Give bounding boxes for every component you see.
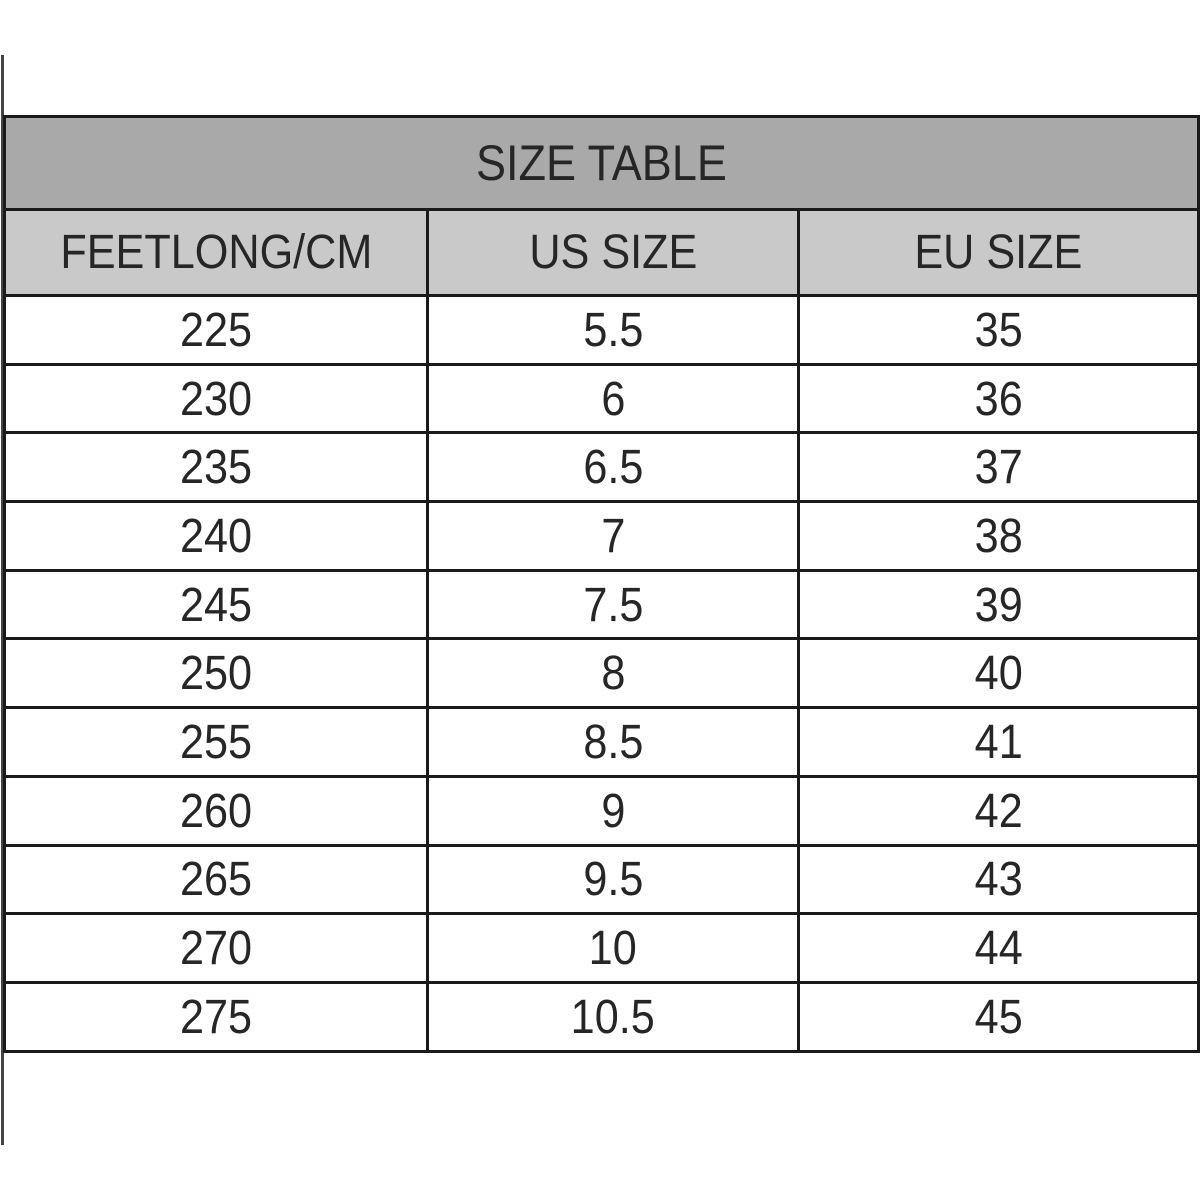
- cell-text: 44: [974, 922, 1023, 976]
- cell-us-size: 5.5: [426, 294, 800, 366]
- table-row: 265 9.5 43: [3, 843, 1200, 916]
- header-text: US SIZE: [528, 226, 698, 279]
- cell-text: 43: [974, 853, 1023, 907]
- cell-feetlong: 235: [3, 431, 429, 504]
- cell-text: 42: [974, 784, 1023, 838]
- table-row: 275 10.5 45: [3, 980, 1200, 1053]
- cell-feetlong: 260: [3, 774, 429, 847]
- cell-feetlong: 225: [3, 294, 429, 366]
- table-row: 245 7.5 39: [3, 568, 1200, 641]
- cell-text: 230: [179, 372, 253, 426]
- cell-eu-size: 36: [797, 362, 1200, 435]
- cell-text: 235: [179, 441, 253, 495]
- table-row: 255 8.5 41: [3, 706, 1200, 778]
- title-row: SIZE TABLE: [3, 115, 1200, 211]
- cell-us-size: 8.5: [426, 706, 800, 778]
- cell-text: 245: [179, 578, 253, 632]
- cell-feetlong: 255: [3, 706, 429, 778]
- cell-text: 5.5: [582, 303, 644, 357]
- cell-us-size: 6.5: [426, 431, 800, 504]
- table-title-text: SIZE TABLE: [476, 135, 727, 191]
- cell-feetlong: 275: [3, 980, 429, 1053]
- cell-eu-size: 43: [797, 843, 1200, 916]
- cell-eu-size: 35: [797, 294, 1200, 366]
- cell-text: 41: [974, 715, 1023, 769]
- cell-text: 260: [179, 784, 253, 838]
- cell-us-size: 10: [426, 912, 800, 984]
- cell-eu-size: 40: [797, 637, 1200, 710]
- cell-us-size: 7.5: [426, 568, 800, 641]
- header-us-size: US SIZE: [426, 208, 800, 297]
- table-row: 235 6.5 37: [3, 431, 1200, 504]
- cell-text: 225: [179, 303, 253, 357]
- cell-feetlong: 245: [3, 568, 429, 641]
- cell-text: 7: [600, 509, 626, 563]
- cell-text: 45: [974, 990, 1023, 1044]
- cell-eu-size: 41: [797, 706, 1200, 778]
- cell-feetlong: 230: [3, 362, 429, 435]
- cell-eu-size: 42: [797, 774, 1200, 847]
- cell-text: 265: [179, 853, 253, 907]
- cell-us-size: 6: [426, 362, 800, 435]
- header-text: FEETLONG/CM: [59, 226, 373, 279]
- cell-us-size: 7: [426, 500, 800, 572]
- header-feetlong: FEETLONG/CM: [3, 208, 429, 297]
- cell-feetlong: 240: [3, 500, 429, 572]
- cell-eu-size: 44: [797, 912, 1200, 984]
- cell-text: 9.5: [582, 853, 644, 907]
- cell-us-size: 10.5: [426, 980, 800, 1053]
- cell-text: 9: [600, 784, 626, 838]
- cell-text: 40: [974, 647, 1023, 701]
- table-row: 240 7 38: [3, 500, 1200, 572]
- cell-eu-size: 39: [797, 568, 1200, 641]
- cell-text: 6.5: [582, 441, 644, 495]
- cell-us-size: 8: [426, 637, 800, 710]
- cell-text: 39: [974, 578, 1023, 632]
- table-row: 260 9 42: [3, 774, 1200, 847]
- cell-text: 250: [179, 647, 253, 701]
- header-eu-size: EU SIZE: [797, 208, 1200, 297]
- cell-feetlong: 270: [3, 912, 429, 984]
- table-row: 270 10 44: [3, 912, 1200, 984]
- table-row: 230 6 36: [3, 362, 1200, 435]
- cell-text: 38: [974, 509, 1023, 563]
- cell-feetlong: 250: [3, 637, 429, 710]
- cell-text: 8.5: [582, 715, 644, 769]
- cell-text: 35: [974, 303, 1023, 357]
- cell-text: 10.5: [570, 990, 656, 1044]
- table-title: SIZE TABLE: [3, 115, 1200, 211]
- cell-text: 255: [179, 715, 253, 769]
- table-row: 225 5.5 35: [3, 294, 1200, 366]
- size-table: SIZE TABLE FEETLONG/CM US SIZE EU SIZE 2…: [3, 115, 1200, 1053]
- cell-eu-size: 38: [797, 500, 1200, 572]
- cell-us-size: 9.5: [426, 843, 800, 916]
- cell-text: 36: [974, 372, 1023, 426]
- cell-text: 37: [974, 441, 1023, 495]
- header-text: EU SIZE: [914, 226, 1083, 279]
- cell-text: 8: [600, 647, 626, 701]
- cell-text: 240: [179, 509, 253, 563]
- cell-eu-size: 37: [797, 431, 1200, 504]
- cell-text: 6: [600, 372, 626, 426]
- cell-text: 10: [588, 922, 638, 976]
- cell-text: 270: [179, 922, 253, 976]
- cell-us-size: 9: [426, 774, 800, 847]
- cell-text: 7.5: [582, 578, 644, 632]
- cell-feetlong: 265: [3, 843, 429, 916]
- table-row: 250 8 40: [3, 637, 1200, 710]
- header-row: FEETLONG/CM US SIZE EU SIZE: [3, 208, 1200, 297]
- cell-text: 275: [179, 990, 253, 1044]
- left-border-line: [1, 55, 4, 1145]
- cell-eu-size: 45: [797, 980, 1200, 1053]
